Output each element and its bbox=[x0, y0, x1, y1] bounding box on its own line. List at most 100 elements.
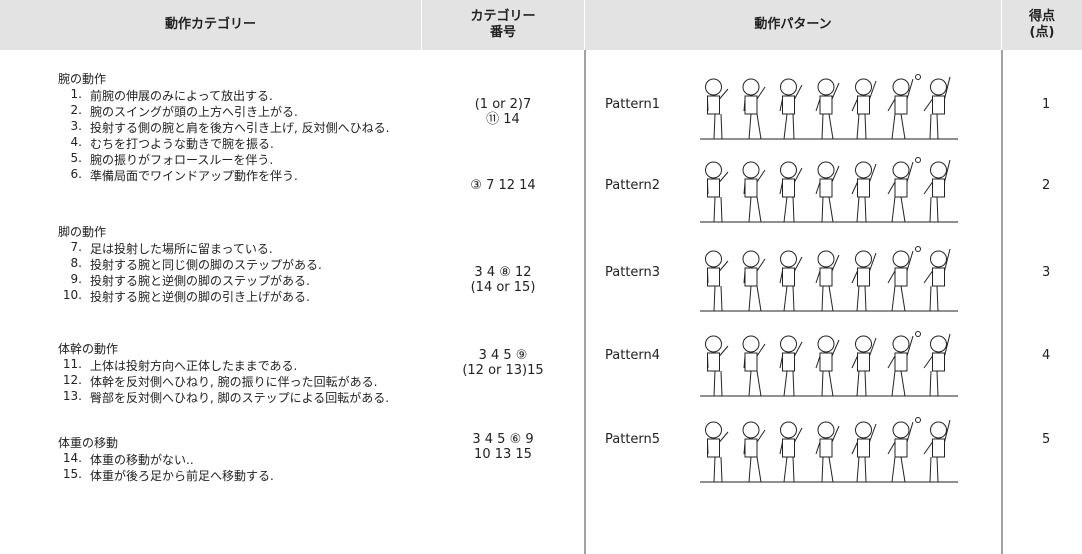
figure-stroke bbox=[892, 250, 910, 268]
item-number: 5. bbox=[70, 151, 82, 165]
figure-stroke bbox=[915, 331, 921, 337]
figure-stroke bbox=[756, 370, 762, 397]
figure-stroke bbox=[944, 333, 951, 357]
figure-stroke bbox=[930, 335, 947, 353]
figure-stroke bbox=[792, 456, 795, 483]
figure-stroke bbox=[892, 335, 910, 353]
item-text: 投射する側の腕と肩を後方へ引き上げ, 反対側へひねる. bbox=[90, 121, 390, 135]
category-codes: 10 13 15 bbox=[474, 447, 532, 462]
figure-stroke bbox=[894, 95, 908, 115]
figure-stroke bbox=[930, 78, 947, 96]
item-number: 14. bbox=[62, 451, 82, 465]
figure-stroke bbox=[748, 285, 752, 312]
figure-stroke bbox=[929, 370, 932, 397]
pattern-name: Pattern1 bbox=[605, 97, 661, 112]
figure-stroke bbox=[743, 355, 746, 369]
figure-stroke bbox=[851, 181, 858, 195]
figure-stroke bbox=[792, 196, 795, 223]
figure-stroke bbox=[794, 427, 803, 443]
figure-stroke bbox=[782, 267, 795, 287]
figure-stroke bbox=[900, 285, 906, 312]
figure-stroke bbox=[856, 370, 860, 397]
item-number: 10. bbox=[62, 288, 82, 302]
header-text: カテゴリー bbox=[470, 9, 536, 24]
figure-stroke bbox=[743, 181, 746, 195]
item-number: 3. bbox=[70, 119, 82, 133]
figure-stroke bbox=[707, 270, 709, 284]
score: 1 bbox=[1042, 97, 1051, 112]
figure-stroke bbox=[707, 355, 709, 369]
figure-stroke bbox=[720, 196, 723, 223]
figure-stroke bbox=[864, 370, 867, 397]
figure-stroke bbox=[742, 250, 760, 268]
figure-stroke bbox=[707, 352, 720, 372]
category-codes: ⑪ 14 bbox=[486, 112, 520, 127]
figure-stroke bbox=[705, 161, 722, 179]
figure-stroke bbox=[856, 456, 860, 483]
figure-stroke bbox=[713, 196, 716, 223]
figure-stroke bbox=[936, 370, 939, 397]
figure-stroke bbox=[828, 370, 834, 397]
figure-stroke bbox=[869, 163, 877, 183]
figure-stroke bbox=[792, 370, 795, 397]
figure-stroke bbox=[855, 421, 872, 439]
figure-stroke bbox=[821, 370, 824, 397]
category-codes: (14 or 15) bbox=[470, 280, 536, 295]
figure-stroke bbox=[900, 370, 906, 397]
header-cell: カテゴリー 番号 bbox=[422, 0, 585, 50]
figure-stroke bbox=[900, 456, 906, 483]
figure-stroke bbox=[821, 456, 824, 483]
figure-stroke bbox=[794, 256, 803, 272]
item-text: 上体は投射方向へ正体したままである. bbox=[90, 359, 298, 373]
figure-stroke bbox=[719, 260, 729, 272]
category-codes: 3 4 5 ⑥ 9 bbox=[472, 432, 534, 447]
figure-stroke bbox=[869, 252, 877, 272]
figure-stroke bbox=[779, 181, 783, 195]
figure-stroke bbox=[944, 76, 951, 100]
item-number: 2. bbox=[70, 103, 82, 117]
figure-stroke bbox=[929, 113, 932, 140]
figure-stroke bbox=[821, 285, 824, 312]
item-text: むちを打つような動きで腕を振る. bbox=[90, 137, 274, 151]
category-title: 体幹の動作 bbox=[58, 342, 119, 356]
figure-stroke bbox=[817, 335, 835, 353]
item-text: 体重が後ろ足から前足へ移動する. bbox=[90, 469, 274, 483]
figure-stroke bbox=[748, 196, 752, 223]
score: 3 bbox=[1042, 265, 1051, 280]
figure-stroke bbox=[817, 161, 835, 179]
figure-stroke bbox=[744, 438, 758, 458]
figure-stroke bbox=[864, 113, 867, 140]
score: 4 bbox=[1042, 348, 1051, 363]
figure-stroke bbox=[929, 196, 932, 223]
figure-stroke bbox=[856, 285, 860, 312]
figure-stroke bbox=[783, 285, 788, 312]
figure-stroke bbox=[707, 438, 720, 458]
figure-stroke bbox=[891, 113, 896, 140]
figure-stroke bbox=[794, 341, 803, 357]
figure-stroke bbox=[819, 267, 833, 287]
figure-stroke bbox=[915, 74, 921, 80]
figure-stroke bbox=[821, 196, 824, 223]
figure-stroke bbox=[915, 417, 921, 423]
figure-stroke bbox=[713, 456, 716, 483]
figure-stroke bbox=[821, 113, 824, 140]
figure-stroke bbox=[851, 355, 858, 369]
figure-stroke bbox=[906, 421, 914, 443]
figure-stroke bbox=[720, 285, 723, 312]
figure-stroke bbox=[720, 113, 723, 140]
figure-stroke bbox=[817, 421, 835, 439]
figure-stroke bbox=[929, 456, 932, 483]
figure-stroke bbox=[932, 178, 945, 198]
figure-stroke bbox=[815, 181, 821, 195]
figure-stroke bbox=[869, 337, 877, 357]
figure-stroke bbox=[892, 78, 910, 96]
figure-stroke bbox=[831, 254, 840, 272]
figure-stroke bbox=[815, 441, 821, 455]
figure-stroke bbox=[743, 441, 746, 455]
item-number: 11. bbox=[62, 357, 82, 371]
category-codes: 3 4 ⑧ 12 bbox=[474, 265, 532, 280]
figure-stroke bbox=[744, 267, 758, 287]
figure-stroke bbox=[819, 95, 833, 115]
figure-stroke bbox=[792, 285, 795, 312]
